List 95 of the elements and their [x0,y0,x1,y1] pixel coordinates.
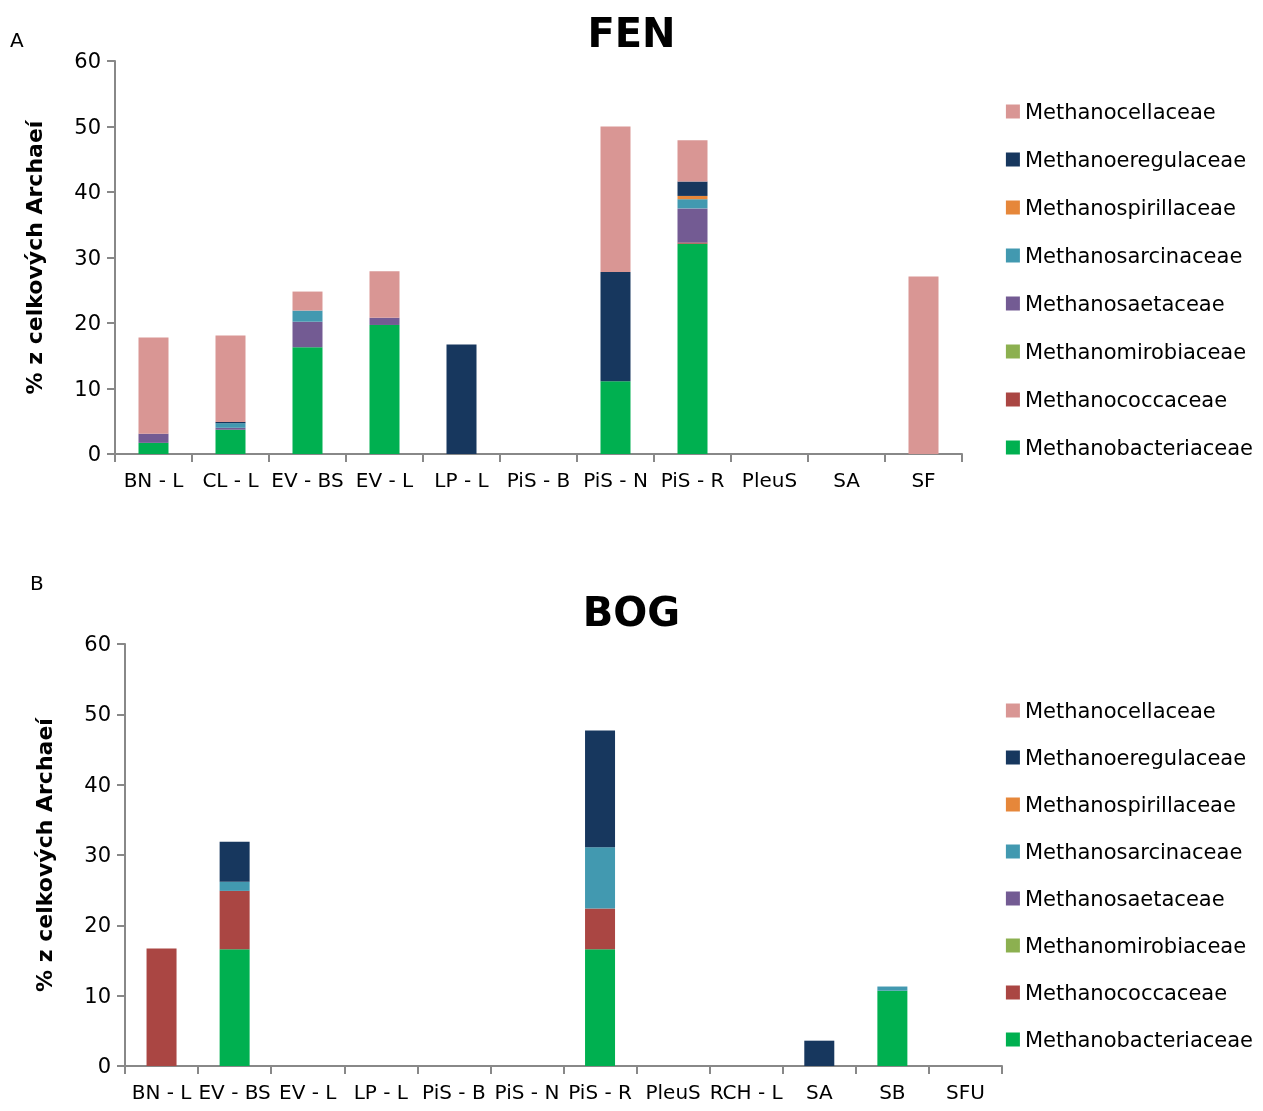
bar [600,126,631,272]
x-tick-label: PiS - B [506,468,571,492]
legend-label: Methanocellaceae [1024,99,1216,124]
bar [219,890,250,950]
bar [369,317,400,325]
bar [585,908,616,950]
y-tick-label: 20 [74,311,101,335]
bar [215,335,246,422]
bar [677,181,708,196]
bar [446,344,477,454]
legend-label: Methanospirillaceae [1024,195,1236,220]
x-tick-label: LP - L [353,1080,409,1104]
legend-label: Methanosaetaceae [1024,886,1225,911]
bar [585,949,616,1066]
x-tick-label: PiS - B [422,1080,486,1104]
legend-label: Methanomirobiaceae [1024,339,1247,364]
legend-label: Methanomirobiaceae [1024,933,1247,958]
bar [877,986,908,991]
bar [215,429,246,454]
bar [677,195,708,200]
text: B [30,571,44,595]
bar [677,140,708,182]
bar [138,442,169,454]
bar [585,730,616,848]
bar [369,324,400,454]
x-tick-label: EV - L [355,468,415,492]
x-tick-label: CL - L [202,468,260,492]
y-tick-label: 0 [87,442,101,466]
y-tick-label: 10 [84,983,111,1008]
legend-label: Methanobacteriaceae [1024,435,1254,460]
bar [677,208,708,243]
legend-label: Methanosarcinaceae [1024,243,1243,268]
y-tick-label: 30 [74,245,101,270]
y-tick-label: 40 [84,772,111,797]
x-tick-label: EV - BS [271,468,344,492]
bar [600,271,631,382]
bar [877,990,908,1066]
x-tick-label: BN - L [123,468,185,492]
bar [677,243,708,454]
x-tick-label: EV - L [279,1080,338,1104]
x-tick-label: SA [833,468,861,492]
y-tick-label: 10 [74,376,101,401]
legend-label: Methanosaetaceae [1024,291,1225,316]
x-tick-label: RCH - L [709,1080,784,1104]
x-tick-label: PiS - N [583,468,648,492]
x-tick-label: LP - L [434,468,490,492]
y-tick-label: 50 [84,702,111,727]
x-tick-label: PiS - R [568,1080,632,1104]
bar [138,433,169,443]
bar [292,347,323,454]
y-axis-title: % z celkových Archaeí [21,119,47,395]
bar [369,271,400,318]
y-tick-label: 30 [84,843,111,867]
x-tick-label: BN - L [131,1080,193,1104]
legend-label: Methanococcaceae [1024,387,1228,412]
bar [146,948,177,1066]
y-tick-label: 60 [74,49,101,73]
y-tick-label: 20 [84,913,111,938]
bar [585,847,616,909]
x-tick-label: SF [911,468,936,492]
y-tick-label: 40 [74,180,101,204]
legend-label: Methanospirillaceae [1024,792,1236,817]
x-tick-label: SFU [946,1080,985,1104]
bar [219,881,250,891]
bar [219,949,250,1066]
bar [677,199,708,209]
bar [219,841,250,882]
bar [292,291,323,311]
x-tick-label: PleuS [645,1080,701,1104]
x-tick-label: EV - BS [198,1080,271,1104]
bar [215,423,246,428]
y-tick-label: 60 [84,632,111,656]
y-axis-title: % z celkových Archaeí [31,716,57,992]
x-tick-label: PleuS [741,468,798,492]
legend-label: Methanobacteriaceae [1024,1027,1254,1052]
bar [600,381,631,454]
legend-label: Methanoeregulaceae [1024,147,1247,172]
x-tick-label: PiS - N [494,1080,560,1104]
legend-label: Methanococcaceae [1024,980,1228,1005]
bar [908,276,939,454]
x-tick-label: SA [805,1080,833,1104]
x-tick-label: SB [879,1080,906,1104]
bar [292,310,323,322]
y-tick-label: 50 [74,114,101,139]
text: A [10,28,24,52]
legend-label: Methanosarcinaceae [1024,839,1243,864]
legend-label: Methanocellaceae [1024,698,1216,723]
chart-title: FEN [587,10,676,56]
bar [138,337,169,434]
chart-title: BOG [582,589,681,635]
x-tick-label: PiS - R [660,468,725,492]
y-tick-label: 0 [97,1054,111,1078]
bar [292,321,323,348]
bar [804,1040,835,1066]
legend-label: Methanoeregulaceae [1024,745,1247,770]
